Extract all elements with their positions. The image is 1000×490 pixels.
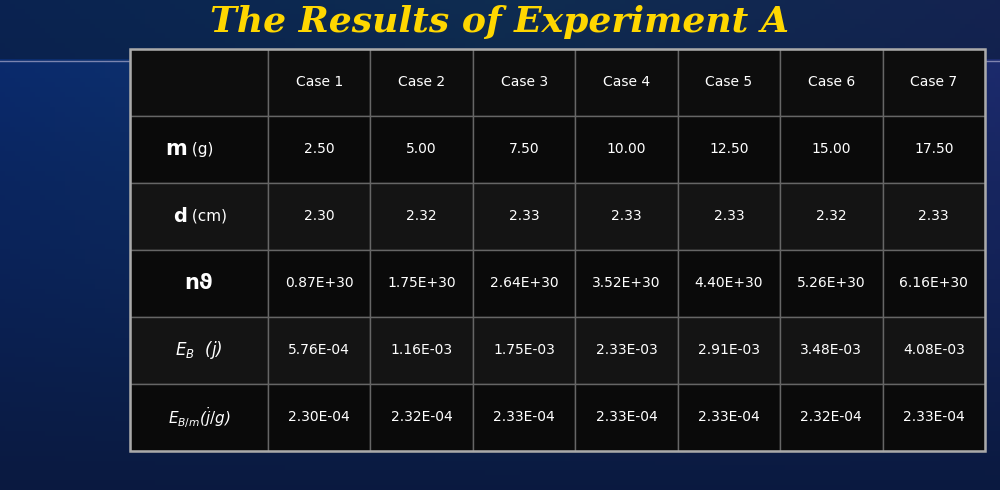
FancyBboxPatch shape xyxy=(473,250,575,317)
Text: 2.64E+30: 2.64E+30 xyxy=(490,276,558,291)
Text: 17.50: 17.50 xyxy=(914,143,954,156)
Text: The Results of Experiment A: The Results of Experiment A xyxy=(210,5,790,39)
FancyBboxPatch shape xyxy=(268,49,370,116)
FancyBboxPatch shape xyxy=(678,317,780,384)
Text: 2.33E-04: 2.33E-04 xyxy=(596,410,657,424)
Text: 2.30E-04: 2.30E-04 xyxy=(288,410,350,424)
FancyBboxPatch shape xyxy=(780,384,883,451)
Text: Case 4: Case 4 xyxy=(603,75,650,90)
FancyBboxPatch shape xyxy=(268,384,370,451)
Text: 2.33E-03: 2.33E-03 xyxy=(596,343,657,357)
FancyBboxPatch shape xyxy=(130,317,268,384)
FancyBboxPatch shape xyxy=(268,116,370,183)
FancyBboxPatch shape xyxy=(883,250,985,317)
FancyBboxPatch shape xyxy=(473,183,575,250)
FancyBboxPatch shape xyxy=(268,250,370,317)
Text: 5.00: 5.00 xyxy=(406,143,437,156)
FancyBboxPatch shape xyxy=(883,317,985,384)
FancyBboxPatch shape xyxy=(678,250,780,317)
Text: nϑ: nϑ xyxy=(185,273,213,294)
Text: Case 5: Case 5 xyxy=(705,75,753,90)
Text: 2.33E-04: 2.33E-04 xyxy=(903,410,965,424)
Text: Case 7: Case 7 xyxy=(910,75,957,90)
Text: 2.33: 2.33 xyxy=(611,209,642,223)
Text: 2.91E-03: 2.91E-03 xyxy=(698,343,760,357)
FancyBboxPatch shape xyxy=(370,250,473,317)
Text: Case 6: Case 6 xyxy=(808,75,855,90)
FancyBboxPatch shape xyxy=(883,384,985,451)
FancyBboxPatch shape xyxy=(370,317,473,384)
FancyBboxPatch shape xyxy=(130,384,268,451)
Text: 15.00: 15.00 xyxy=(812,143,851,156)
Text: 0.87E+30: 0.87E+30 xyxy=(285,276,354,291)
FancyBboxPatch shape xyxy=(268,183,370,250)
Text: 2.33E-04: 2.33E-04 xyxy=(698,410,760,424)
FancyBboxPatch shape xyxy=(678,384,780,451)
FancyBboxPatch shape xyxy=(780,49,883,116)
FancyBboxPatch shape xyxy=(780,250,883,317)
Text: 6.16E+30: 6.16E+30 xyxy=(899,276,968,291)
Text: Case 2: Case 2 xyxy=(398,75,445,90)
Text: 1.75E-03: 1.75E-03 xyxy=(493,343,555,357)
Text: 2.32: 2.32 xyxy=(406,209,437,223)
Text: 2.50: 2.50 xyxy=(304,143,335,156)
Text: 3.48E-03: 3.48E-03 xyxy=(800,343,862,357)
Text: 4.40E+30: 4.40E+30 xyxy=(695,276,763,291)
FancyBboxPatch shape xyxy=(575,317,678,384)
FancyBboxPatch shape xyxy=(678,49,780,116)
Text: 2.33: 2.33 xyxy=(509,209,539,223)
FancyBboxPatch shape xyxy=(473,49,575,116)
FancyBboxPatch shape xyxy=(575,49,678,116)
FancyBboxPatch shape xyxy=(883,183,985,250)
Text: 2.33E-04: 2.33E-04 xyxy=(493,410,555,424)
Text: 2.32E-04: 2.32E-04 xyxy=(800,410,862,424)
Text: 5.76E-04: 5.76E-04 xyxy=(288,343,350,357)
FancyBboxPatch shape xyxy=(575,183,678,250)
Text: m: m xyxy=(165,140,187,159)
FancyBboxPatch shape xyxy=(883,49,985,116)
FancyBboxPatch shape xyxy=(473,384,575,451)
FancyBboxPatch shape xyxy=(370,183,473,250)
FancyBboxPatch shape xyxy=(130,49,268,116)
Text: Case 1: Case 1 xyxy=(296,75,343,90)
FancyBboxPatch shape xyxy=(370,384,473,451)
FancyBboxPatch shape xyxy=(678,183,780,250)
Text: 1.16E-03: 1.16E-03 xyxy=(391,343,453,357)
Text: 2.32E-04: 2.32E-04 xyxy=(391,410,453,424)
FancyBboxPatch shape xyxy=(370,49,473,116)
Text: $E_{B/m}$($\dot{j}/g$): $E_{B/m}$($\dot{j}/g$) xyxy=(168,405,230,430)
FancyBboxPatch shape xyxy=(883,116,985,183)
Text: 2.33: 2.33 xyxy=(714,209,744,223)
Text: d: d xyxy=(173,207,187,226)
FancyBboxPatch shape xyxy=(780,183,883,250)
FancyBboxPatch shape xyxy=(0,0,1000,59)
Text: 2.30: 2.30 xyxy=(304,209,335,223)
FancyBboxPatch shape xyxy=(780,317,883,384)
Text: Case 3: Case 3 xyxy=(501,75,548,90)
FancyBboxPatch shape xyxy=(268,317,370,384)
FancyBboxPatch shape xyxy=(370,116,473,183)
Text: 4.08E-03: 4.08E-03 xyxy=(903,343,965,357)
FancyBboxPatch shape xyxy=(473,116,575,183)
Text: (g): (g) xyxy=(187,142,213,157)
FancyBboxPatch shape xyxy=(575,250,678,317)
FancyBboxPatch shape xyxy=(130,250,268,317)
Text: 5.26E+30: 5.26E+30 xyxy=(797,276,866,291)
FancyBboxPatch shape xyxy=(130,116,268,183)
Text: $E_B$  (j): $E_B$ (j) xyxy=(175,340,223,361)
Text: 10.00: 10.00 xyxy=(607,143,646,156)
Text: 2.33: 2.33 xyxy=(918,209,949,223)
Text: 7.50: 7.50 xyxy=(509,143,539,156)
Text: (cm): (cm) xyxy=(187,209,227,224)
Text: 12.50: 12.50 xyxy=(709,143,749,156)
FancyBboxPatch shape xyxy=(473,317,575,384)
FancyBboxPatch shape xyxy=(678,116,780,183)
FancyBboxPatch shape xyxy=(130,183,268,250)
Text: 3.52E+30: 3.52E+30 xyxy=(592,276,661,291)
Text: 2.32: 2.32 xyxy=(816,209,847,223)
FancyBboxPatch shape xyxy=(780,116,883,183)
FancyBboxPatch shape xyxy=(575,116,678,183)
FancyBboxPatch shape xyxy=(575,384,678,451)
Text: 1.75E+30: 1.75E+30 xyxy=(387,276,456,291)
